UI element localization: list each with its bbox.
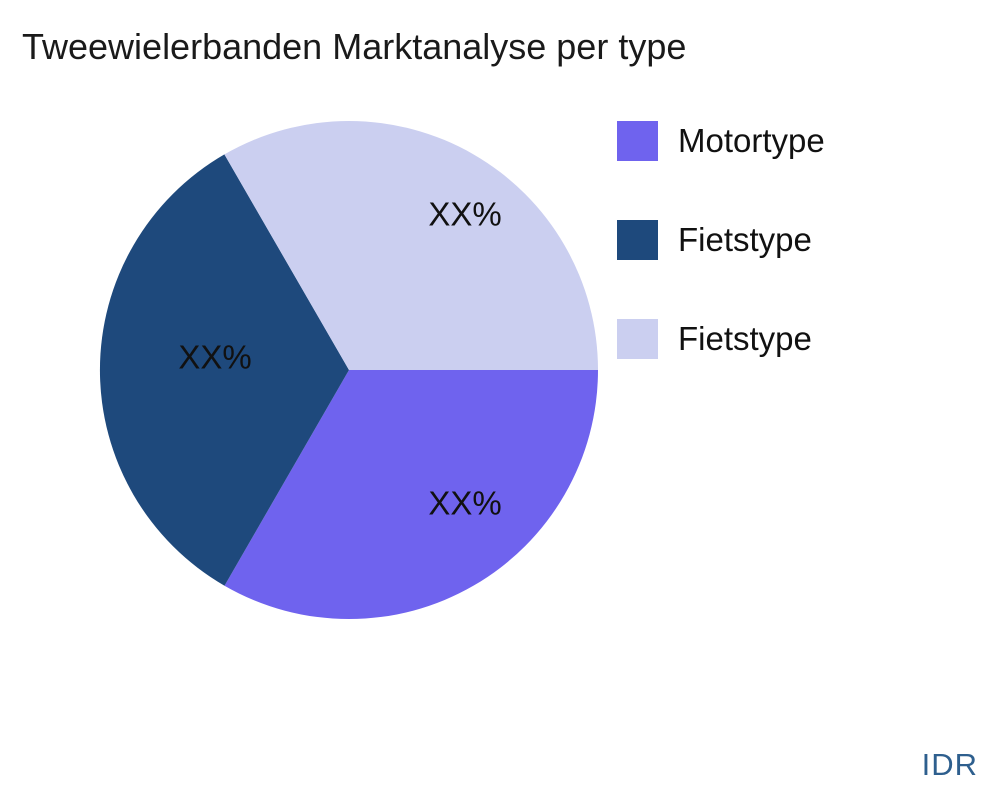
legend-swatch xyxy=(617,319,658,359)
pie-slice-label: XX% xyxy=(428,196,501,233)
legend-item-label: Motortype xyxy=(678,122,825,159)
legend: Motortype Fietstype Fietstype xyxy=(617,121,825,418)
legend-swatch xyxy=(617,121,658,161)
chart-title: Tweewielerbanden Marktanalyse per type xyxy=(22,26,687,67)
legend-item-label: Fietstype xyxy=(678,221,812,258)
legend-item-label: Fietstype xyxy=(678,320,812,357)
legend-item: Fietstype xyxy=(617,319,825,359)
legend-item: Motortype xyxy=(617,121,825,161)
pie-slice-label: XX% xyxy=(428,485,501,522)
legend-item: Fietstype xyxy=(617,220,825,260)
legend-swatch xyxy=(617,220,658,260)
pie-slice-1 xyxy=(99,154,349,586)
pie-slice-2 xyxy=(224,120,598,370)
watermark-idr: IDR xyxy=(921,747,978,782)
pie-slice-label: XX% xyxy=(178,339,251,376)
pie-slice-0 xyxy=(224,370,599,620)
